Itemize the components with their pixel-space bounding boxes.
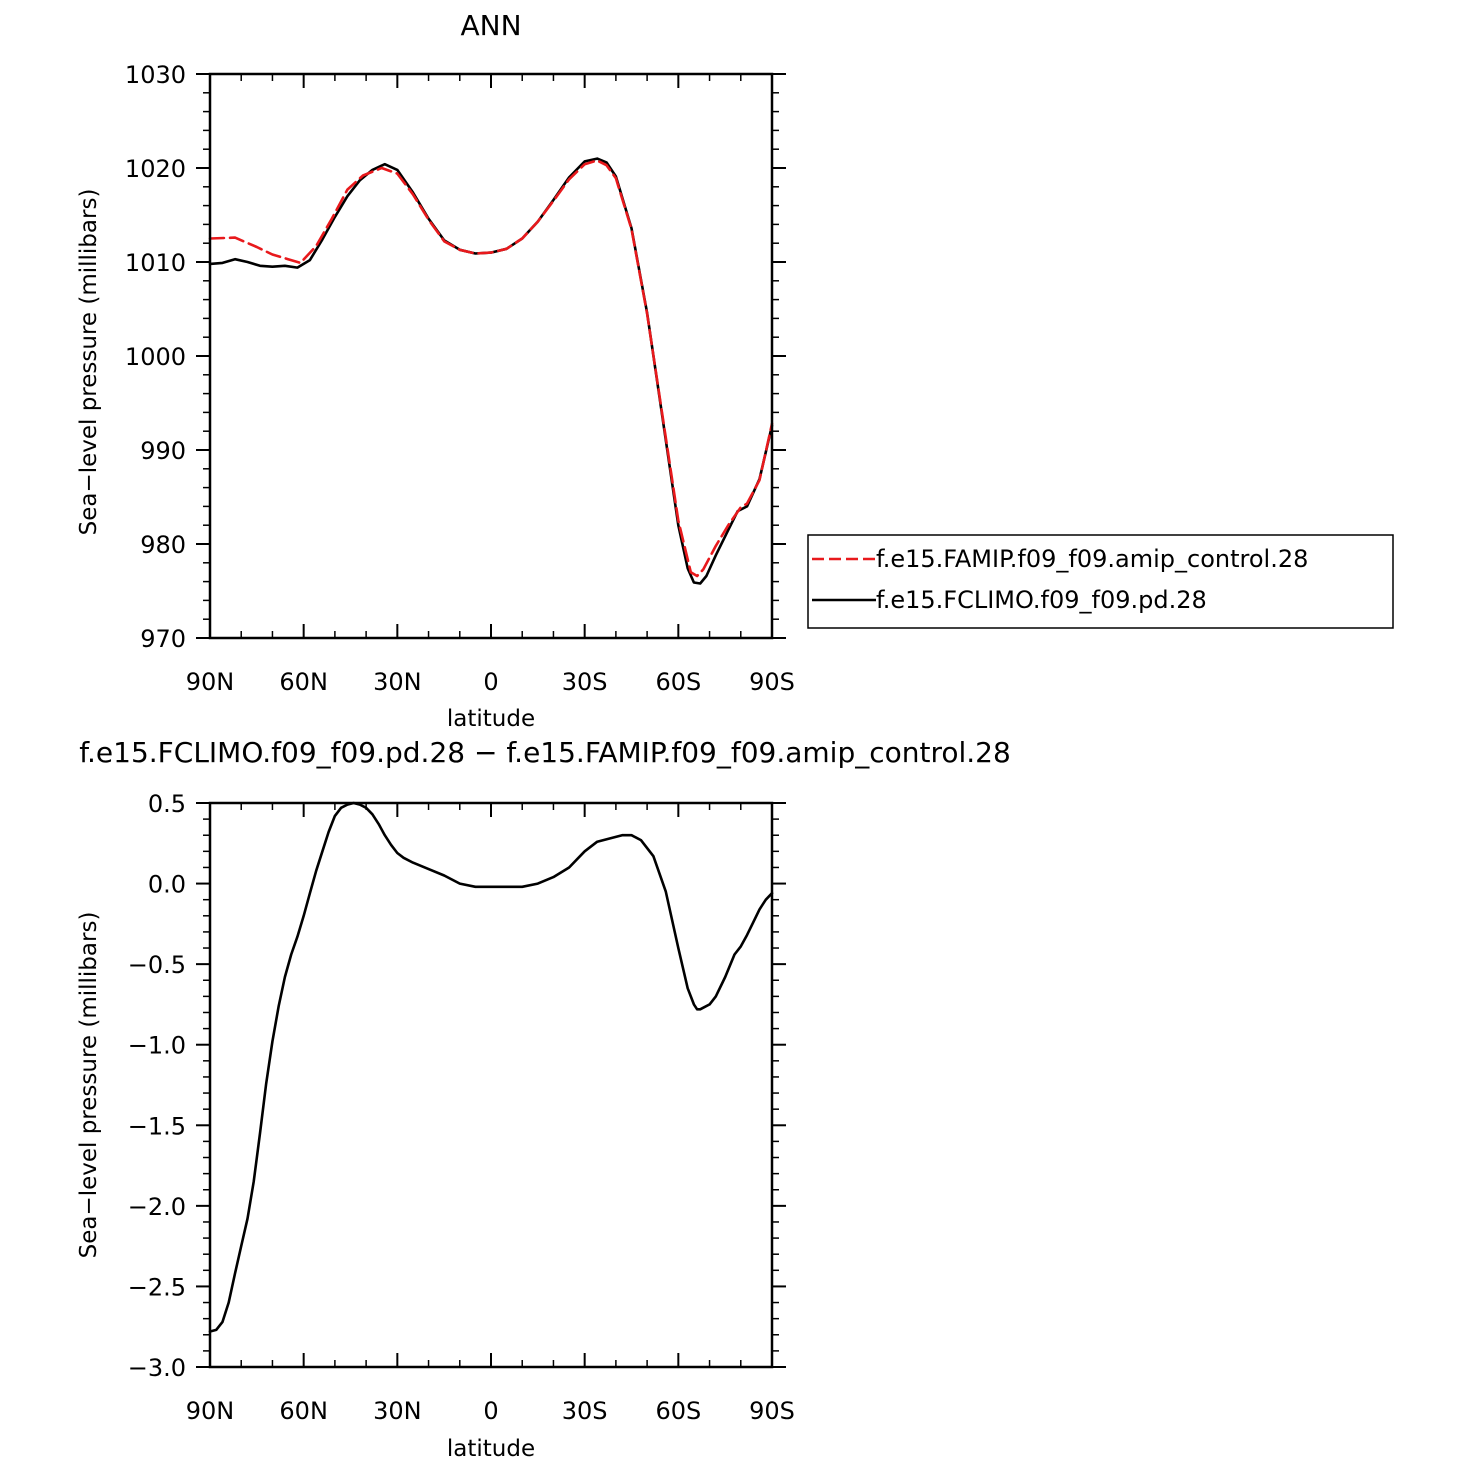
bottom-y-tick-label: −0.5 [128,951,186,979]
bottom-x-tick-label: 60N [279,1397,328,1425]
bottom-x-axis-label: latitude [447,1436,535,1462]
bottom-y-axis-label: Sea−level pressure (millibars) [76,912,102,1259]
bottom-plot-frame [208,801,774,1369]
top-series-group [208,157,774,585]
bottom-series-group [208,801,774,1333]
bottom-x-tick-label: 0 [483,1397,498,1425]
bottom-tick-labels: 90N 60N 30N 0 30S 60S 90S −3.0 −2.5 −2.0 −1.5 −1.0 −… [128,790,795,1425]
legend-box [807,534,1394,629]
top-x-tick-label: 60S [655,668,701,696]
top-y-tick-label: 1000 [125,343,186,371]
bottom-y-tick-label: −2.0 [128,1193,186,1221]
top-y-tick-label: 980 [140,531,186,559]
legend-label-famip: f.e15.FAMIP.f09_f09.amip_control.28 [876,545,1308,573]
bottom-y-tick-label: −1.5 [128,1112,186,1140]
top-y-tick-label: 1010 [125,249,186,277]
bottom-x-tick-label: 30N [373,1397,422,1425]
bottom-y-tick-label: 0.0 [148,871,186,899]
top-x-tick-label: 90N [186,668,235,696]
top-y-tick-label: 970 [140,625,186,653]
top-series-line-1 [208,157,774,585]
bottom-series-line-0 [208,801,774,1333]
top-axis-ticks [196,73,786,639]
bottom-y-tick-label: −2.5 [128,1273,186,1301]
top-y-tick-label: 990 [140,437,186,465]
top-chart-title: ANN [460,9,521,42]
top-x-tick-label: 30N [373,668,422,696]
bottom-y-tick-label: −3.0 [128,1354,186,1382]
bottom-chart: f.e15.FCLIMO.f09_f09.pd.28 − f.e15.FAMIP… [76,736,1011,1462]
top-tick-labels: 90N 60N 30N 0 30S 60S 90S 970 980 990 1000 1010 1020… [125,61,795,696]
bottom-x-tick-label: 90N [186,1397,235,1425]
top-x-axis-label: latitude [447,706,535,732]
bottom-chart-title: f.e15.FCLIMO.f09_f09.pd.28 − f.e15.FAMIP… [79,736,1011,769]
top-y-tick-label: 1030 [125,61,186,89]
legend: f.e15.FAMIP.f09_f09.amip_control.28 f.e1… [807,534,1394,629]
legend-label-fclimo: f.e15.FCLIMO.f09_f09.pd.28 [876,586,1207,614]
top-x-tick-label: 0 [483,668,498,696]
top-series-line-0 [208,159,774,578]
bottom-y-tick-label: −1.0 [128,1032,186,1060]
top-x-tick-label: 30S [562,668,608,696]
bottom-x-tick-label: 30S [562,1397,608,1425]
top-plot-frame [208,72,774,640]
top-y-tick-label: 1020 [125,155,186,183]
top-x-tick-label: 90S [749,668,795,696]
top-chart: ANN 90N 60N 30N 0 30S 60S 90S 970 980 990 1000 1010… [76,9,1394,732]
bottom-x-tick-label: 60S [655,1397,701,1425]
bottom-x-tick-label: 90S [749,1397,795,1425]
bottom-y-tick-label: 0.5 [148,790,186,818]
top-x-tick-label: 60N [279,668,328,696]
top-y-axis-label: Sea−level pressure (millibars) [76,189,102,536]
